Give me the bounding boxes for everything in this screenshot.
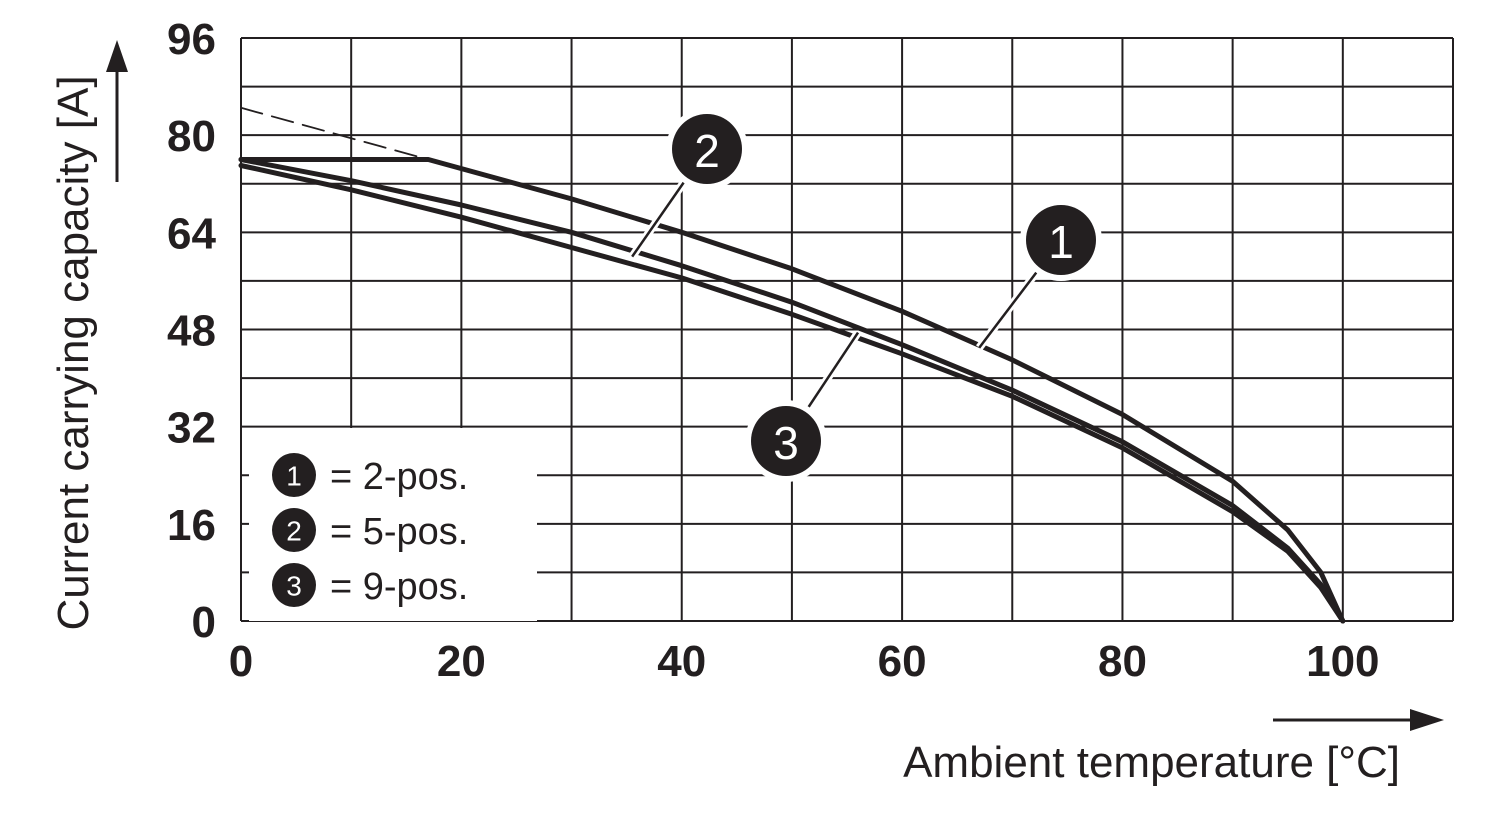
legend: 1 = 2-pos. 2 = 5-pos. 3 = 9-pos. bbox=[249, 428, 537, 621]
x-tick-label: 100 bbox=[1306, 637, 1379, 686]
legend-entry-text: = 2-pos. bbox=[330, 456, 468, 498]
axis-titles: Current carrying capacity [A] Ambient te… bbox=[49, 40, 1444, 787]
callout-badge bbox=[751, 406, 821, 476]
x-tick-label: 20 bbox=[437, 637, 486, 686]
y-axis-title: Current carrying capacity [A] bbox=[49, 75, 98, 630]
grid bbox=[240, 37, 1454, 622]
data-series bbox=[238, 106, 1346, 624]
callouts: 1 2 3 bbox=[628, 108, 1102, 482]
y-tick-label: 48 bbox=[167, 307, 216, 356]
legend-marker-badge bbox=[272, 508, 316, 552]
y-tick-label: 64 bbox=[167, 209, 216, 258]
series-line-2 bbox=[238, 157, 1346, 624]
y-tick-label: 96 bbox=[167, 15, 216, 64]
legend-marker-label: 3 bbox=[286, 571, 302, 602]
callout-badge-label: 1 bbox=[1048, 216, 1074, 268]
y-tick-label: 32 bbox=[167, 404, 216, 453]
legend-marker-badge bbox=[272, 563, 316, 607]
callout-badge-label: 3 bbox=[773, 417, 799, 469]
x-axis-title: Ambient temperature [°C] bbox=[903, 738, 1400, 787]
x-axis-arrow-head bbox=[1410, 709, 1444, 731]
callout-badge bbox=[1026, 205, 1096, 275]
series-line-1 bbox=[238, 157, 1346, 624]
y-tick-label: 0 bbox=[192, 598, 216, 647]
y-axis-arrow-head bbox=[106, 40, 128, 72]
x-tick-label: 40 bbox=[657, 637, 706, 686]
legend-marker-label: 2 bbox=[286, 516, 302, 547]
y-tick-label: 80 bbox=[167, 112, 216, 161]
callout-badge bbox=[672, 114, 742, 184]
x-tick-label: 60 bbox=[878, 637, 927, 686]
series-line-dashed bbox=[240, 106, 430, 161]
legend-marker-badge bbox=[272, 453, 316, 497]
legend-marker-label: 1 bbox=[286, 461, 302, 492]
callout-badge-label: 2 bbox=[694, 125, 720, 177]
x-tick-label: 80 bbox=[1098, 637, 1147, 686]
legend-entry-text: = 9-pos. bbox=[330, 566, 468, 608]
series-line-3 bbox=[238, 163, 1346, 624]
x-tick-label: 0 bbox=[229, 637, 253, 686]
legend-entry-text: = 5-pos. bbox=[330, 511, 468, 553]
y-tick-label: 16 bbox=[167, 501, 216, 550]
